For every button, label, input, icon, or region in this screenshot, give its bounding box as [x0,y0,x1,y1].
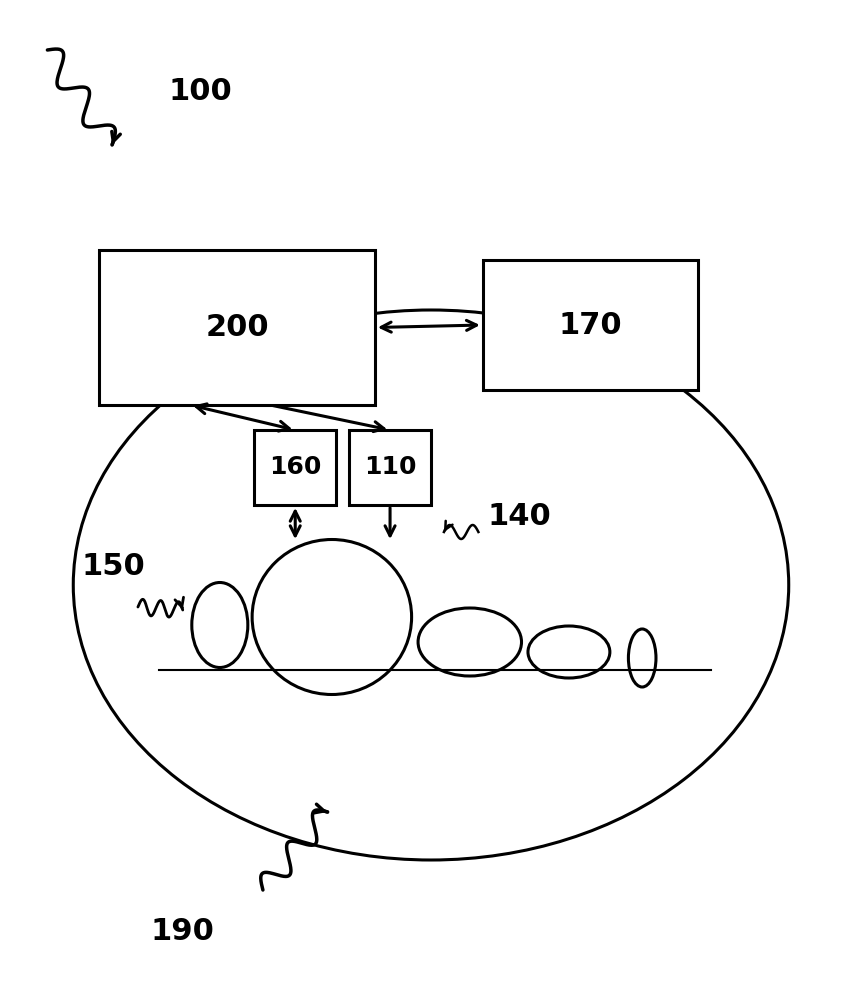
Text: 160: 160 [269,456,321,480]
FancyBboxPatch shape [349,430,430,505]
Text: 200: 200 [205,313,269,342]
Text: 140: 140 [486,502,550,531]
Text: 110: 110 [363,456,416,480]
Text: 170: 170 [558,310,622,340]
Text: 100: 100 [168,77,232,106]
Text: 150: 150 [82,552,146,581]
FancyBboxPatch shape [254,430,336,505]
Text: 190: 190 [151,917,214,946]
FancyBboxPatch shape [482,260,697,390]
FancyBboxPatch shape [99,250,375,405]
